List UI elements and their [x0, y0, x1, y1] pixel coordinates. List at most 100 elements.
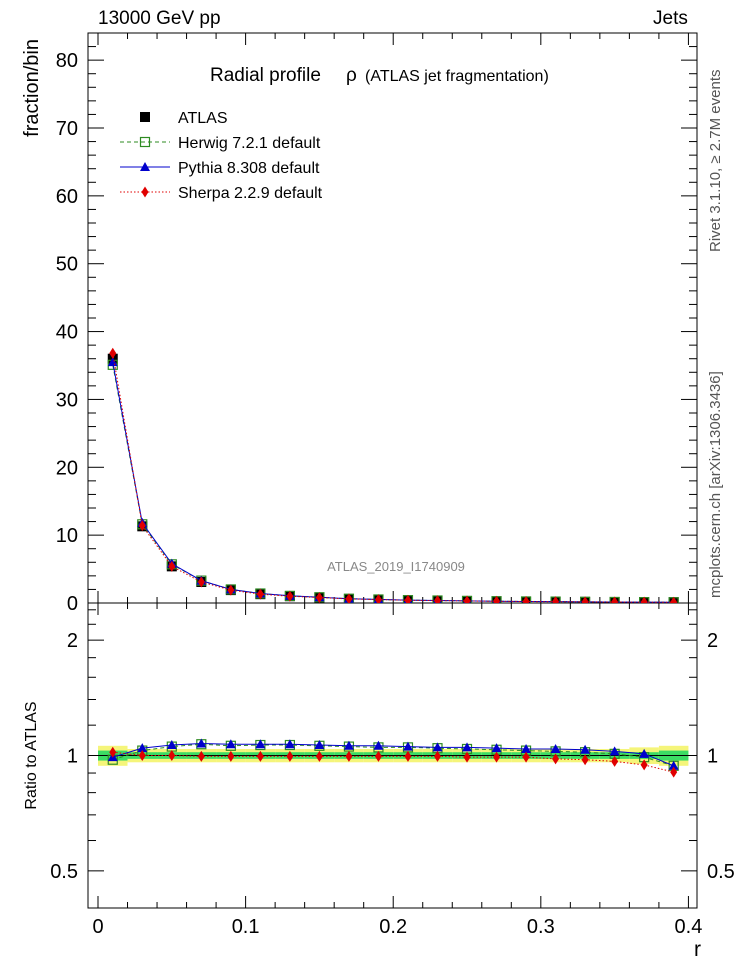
data-point — [462, 742, 473, 752]
data-point — [138, 520, 146, 532]
data-point — [286, 750, 294, 762]
data-point — [168, 750, 176, 761]
data-point — [256, 588, 264, 600]
series-ratio — [107, 738, 679, 778]
data-point — [611, 755, 619, 767]
data-point — [404, 750, 412, 762]
data-point — [611, 596, 619, 603]
data-point — [552, 596, 560, 603]
ratio-y-axis-label: Ratio to ATLAS — [23, 701, 40, 809]
data-point — [197, 576, 205, 588]
y-tick-label: 50 — [56, 254, 78, 276]
legend-marker — [140, 112, 150, 122]
legend-marker — [139, 136, 151, 148]
legend-label: ATLAS — [178, 110, 228, 127]
y-tick-label: 30 — [56, 389, 78, 411]
data-point — [107, 357, 118, 367]
legend-marker — [140, 162, 150, 171]
data-point — [522, 596, 530, 603]
legend-marker — [141, 186, 149, 198]
data-point — [197, 750, 205, 762]
y-tick-label: 80 — [56, 50, 78, 72]
data-point — [493, 595, 501, 603]
data-point — [374, 594, 382, 603]
data-point — [522, 751, 530, 763]
data-point — [581, 596, 589, 603]
data-point — [284, 739, 295, 749]
header-process: 13000 GeV pp — [98, 8, 221, 29]
data-point — [493, 751, 501, 763]
ratio-y-tick-label: 2 — [67, 630, 78, 652]
ratio-y-tick-label: 1 — [67, 746, 78, 768]
y-axis-label: fraction/bin — [21, 39, 43, 137]
data-point — [343, 740, 354, 750]
y-tick-label: 70 — [56, 118, 78, 140]
data-point — [639, 748, 650, 758]
data-point — [491, 743, 502, 753]
data-point — [552, 753, 560, 765]
ratio-y-tick-label-right: 1 — [707, 746, 718, 768]
data-point — [137, 743, 148, 753]
data-point — [463, 595, 471, 603]
x-tick-label: 0.4 — [675, 916, 703, 938]
y-tick-label: 40 — [56, 322, 78, 344]
data-point — [668, 760, 679, 770]
data-point — [433, 595, 441, 603]
series-main — [107, 347, 679, 603]
data-point — [433, 750, 441, 762]
data-point — [402, 741, 413, 751]
x-tick-label: 0.2 — [379, 916, 407, 938]
ratio-y-tick-label-right: 2 — [707, 630, 718, 652]
data-point — [166, 740, 177, 750]
data-point — [609, 746, 620, 756]
data-point — [314, 740, 325, 750]
data-point — [640, 759, 648, 771]
data-point — [138, 750, 146, 761]
x-axis-label: r — [694, 938, 701, 961]
data-point — [581, 754, 589, 766]
legend-label: Sherpa 2.2.9 default — [178, 185, 323, 202]
analysis-watermark: ATLAS_2019_I1740909 — [327, 559, 465, 574]
ratio-y-tick-label-right: 0.5 — [707, 861, 735, 883]
chart-title-symbol: ρ — [346, 65, 357, 86]
y-tick-label: 60 — [56, 186, 78, 208]
header-category: Jets — [653, 8, 688, 29]
y-tick-label: 20 — [56, 457, 78, 479]
data-point — [670, 766, 678, 778]
legend-label: Herwig 7.2.1 default — [178, 135, 321, 152]
data-point — [286, 590, 294, 602]
series-line — [112, 353, 674, 603]
y-tick-label: 0 — [67, 593, 78, 615]
data-point — [345, 750, 353, 762]
data-point — [109, 347, 117, 359]
ratio-y-tick-label: 0.5 — [50, 861, 78, 883]
data-point — [256, 750, 264, 762]
data-point — [345, 593, 353, 603]
data-point — [463, 751, 471, 763]
data-point — [315, 750, 323, 762]
data-point — [225, 739, 236, 749]
data-point — [255, 739, 266, 749]
data-point — [550, 743, 561, 753]
legend-label: Pythia 8.308 default — [178, 160, 320, 177]
data-point — [168, 560, 176, 572]
x-tick-label: 0.1 — [232, 916, 260, 938]
x-tick-label: 0 — [92, 916, 103, 938]
chart-subtitle: (ATLAS jet fragmentation) — [365, 68, 549, 85]
data-point — [196, 738, 207, 748]
data-point — [432, 742, 443, 752]
chart-title: Radial profile — [210, 65, 321, 86]
series-line — [112, 751, 674, 773]
series-line — [112, 742, 674, 767]
data-point — [227, 584, 235, 596]
data-point — [580, 744, 591, 754]
x-tick-label: 0.3 — [527, 916, 555, 938]
data-point — [374, 750, 382, 762]
data-point — [521, 743, 532, 753]
data-point — [670, 596, 678, 603]
data-point — [373, 740, 384, 750]
data-point — [640, 596, 648, 603]
data-point — [227, 750, 235, 762]
data-point — [404, 594, 412, 603]
